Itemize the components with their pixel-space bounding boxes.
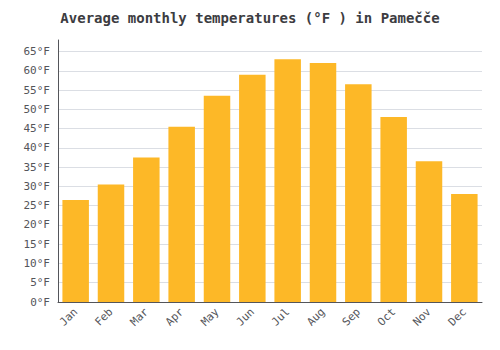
svg-text:25°F: 25°F	[24, 199, 51, 212]
svg-text:Jul: Jul	[269, 305, 292, 328]
svg-text:Feb: Feb	[92, 305, 115, 328]
svg-text:30°F: 30°F	[24, 180, 51, 193]
svg-text:Apr: Apr	[163, 305, 186, 328]
svg-text:35°F: 35°F	[24, 161, 51, 174]
svg-text:40°F: 40°F	[24, 141, 51, 154]
svg-text:Mar: Mar	[128, 305, 151, 328]
svg-text:45°F: 45°F	[24, 122, 51, 135]
svg-text:60°F: 60°F	[24, 64, 51, 77]
svg-text:Jun: Jun	[234, 305, 257, 328]
svg-text:Aug: Aug	[304, 305, 327, 328]
svg-text:Dec: Dec	[446, 305, 469, 328]
svg-text:15°F: 15°F	[24, 238, 51, 251]
svg-text:20°F: 20°F	[24, 218, 51, 231]
svg-text:Oct: Oct	[375, 305, 398, 328]
svg-text:Sep: Sep	[340, 305, 363, 328]
svg-text:65°F: 65°F	[24, 45, 51, 58]
svg-text:0°F: 0°F	[30, 296, 50, 309]
svg-text:Nov: Nov	[410, 305, 433, 328]
svg-text:5°F: 5°F	[30, 276, 50, 289]
svg-text:50°F: 50°F	[24, 103, 51, 116]
svg-text:Jan: Jan	[57, 305, 80, 328]
svg-text:10°F: 10°F	[24, 257, 51, 270]
svg-text:May: May	[198, 305, 221, 328]
svg-text:55°F: 55°F	[24, 84, 51, 97]
svg-text:Average monthly temperatures (: Average monthly temperatures (°F ) in Pa…	[60, 10, 439, 26]
